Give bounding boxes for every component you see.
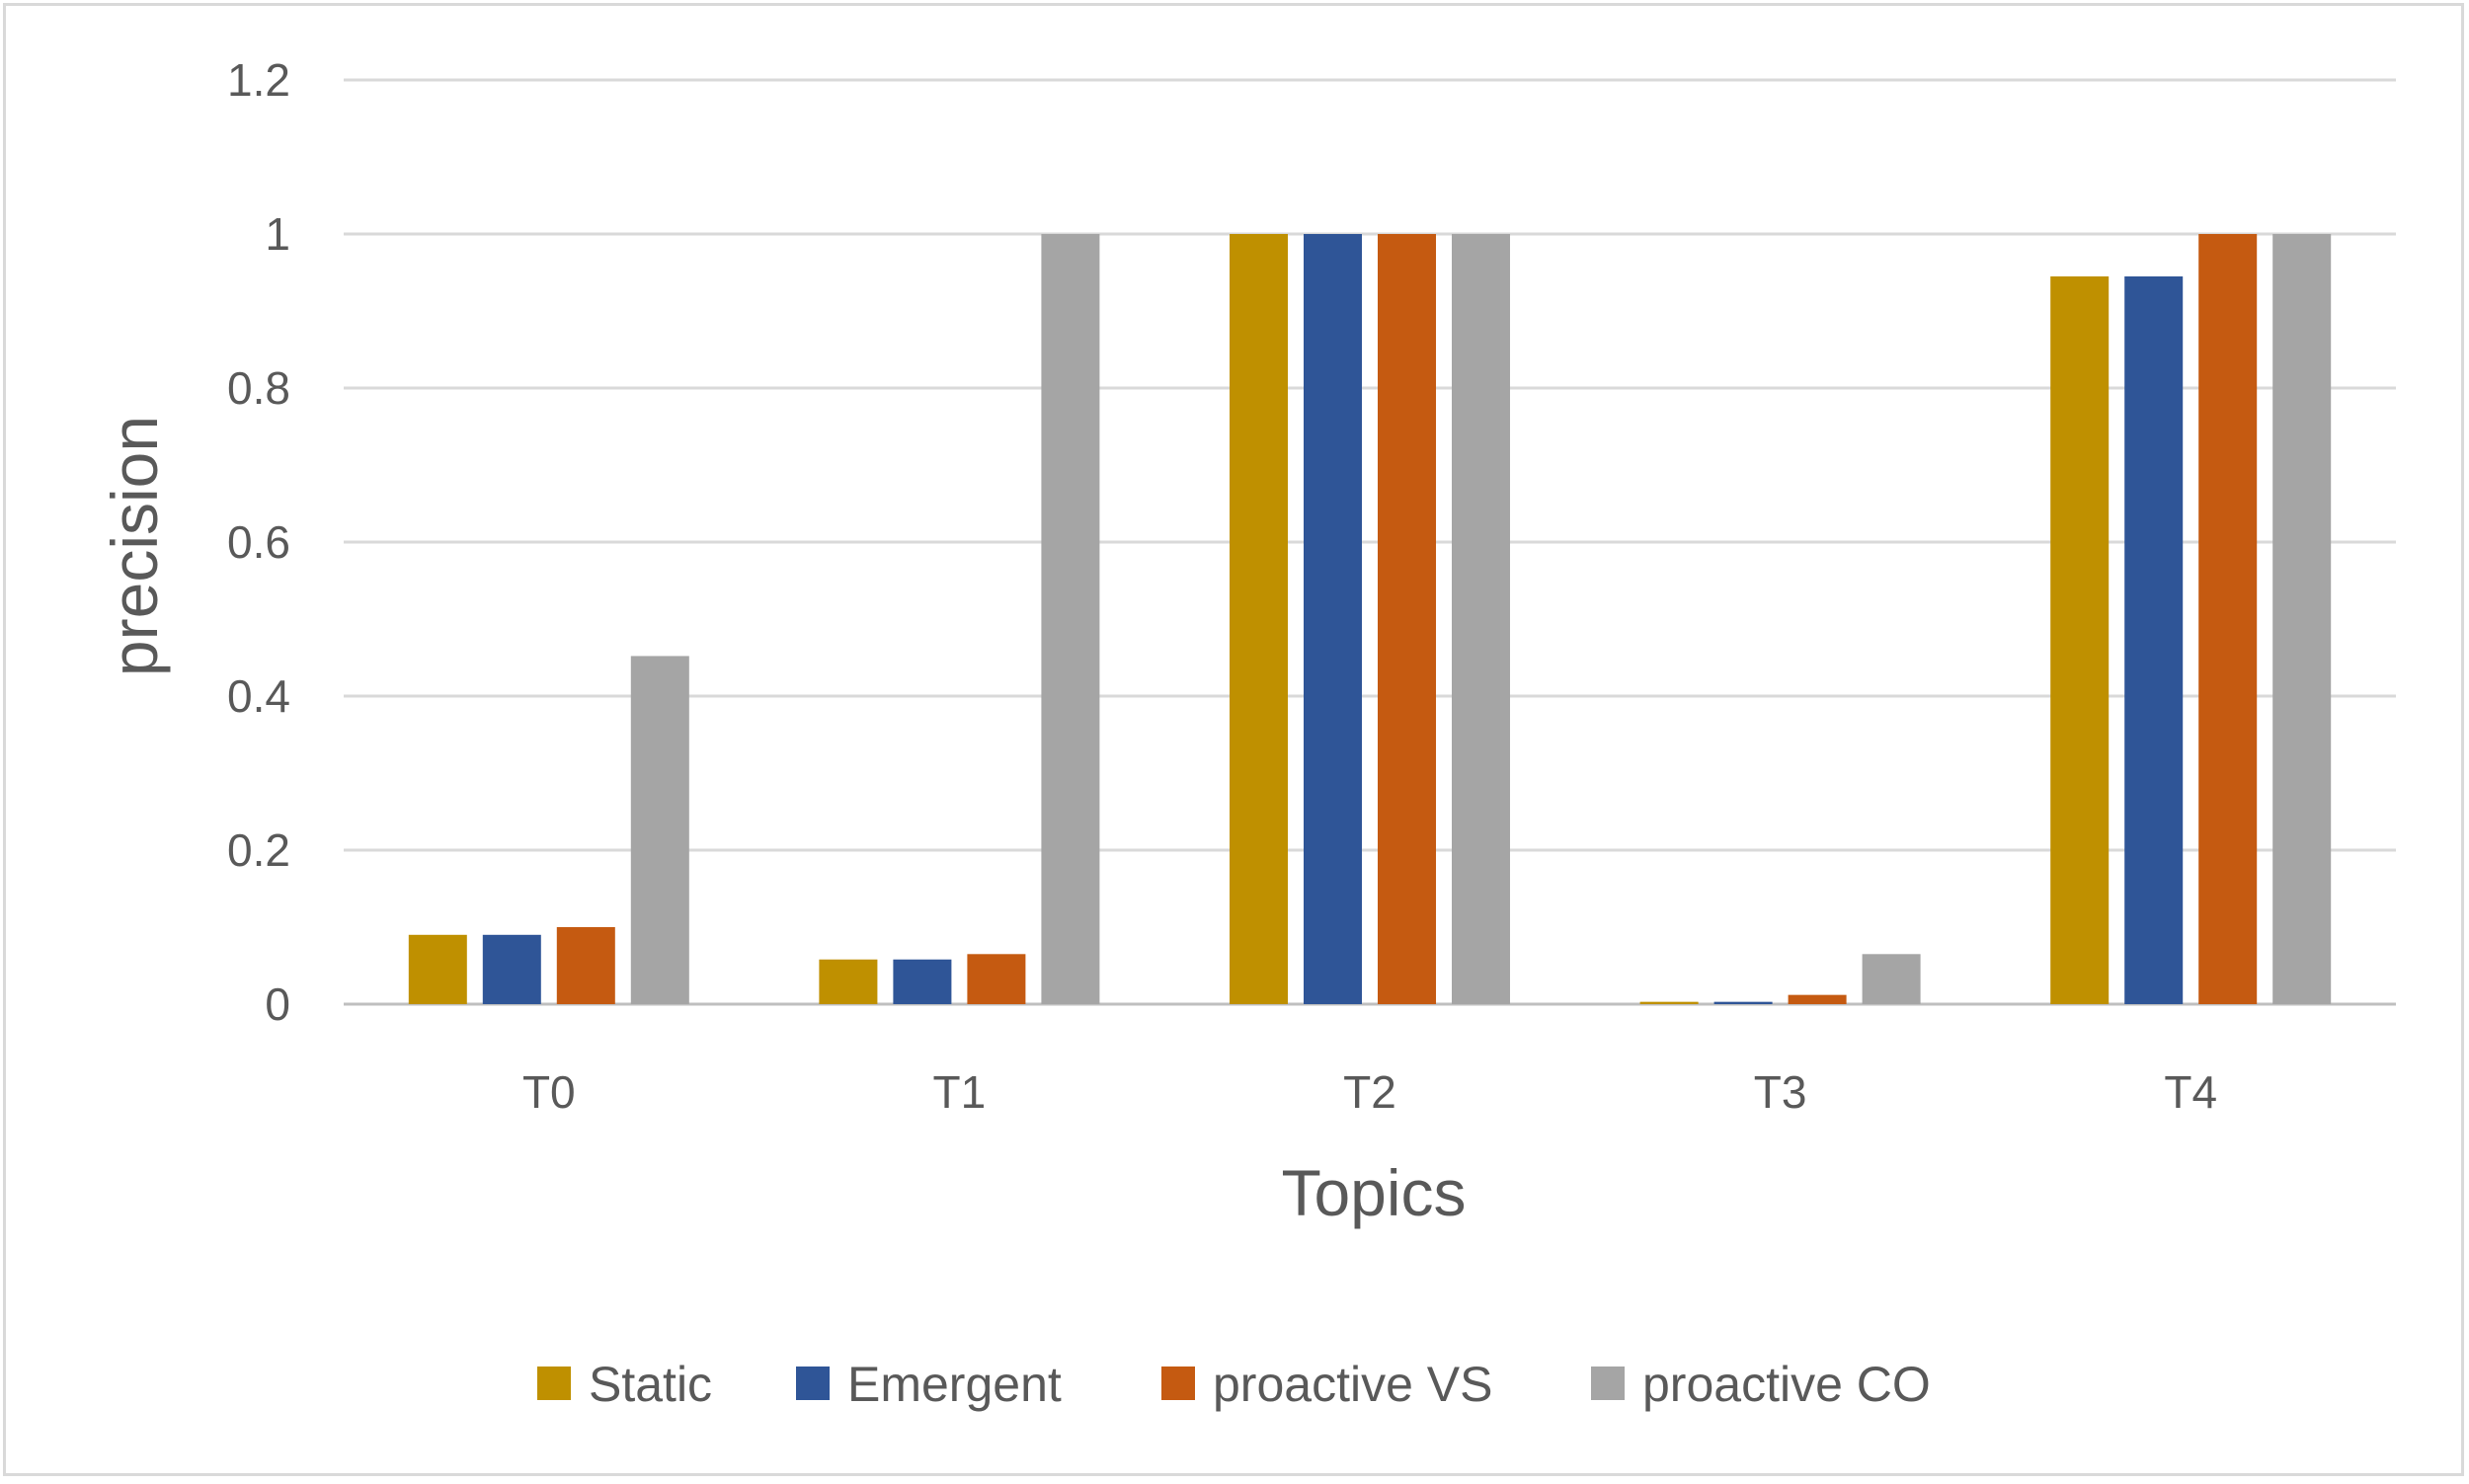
legend-label: Static [589,1357,712,1412]
bar-t0-static [408,934,467,1004]
bar-t1-static [819,959,878,1004]
legend: Static Emergent proactive VS proactive CO [537,1357,1931,1412]
y-tick-label: 0 [265,978,290,1030]
bar-t4-static [2050,275,2110,1004]
y-tick-label: 0.2 [227,824,290,876]
bar-t3-proactive-co [1862,954,1921,1004]
bar-t3-emergent [1713,1001,1773,1004]
bar-chart: 0 0.2 0.4 0.6 0.8 1 1.2 T0 T1 T2 T3 T4 precision T… [98,54,2396,1412]
x-axis-ticks: T0 T1 T2 T3 T4 [522,1066,2217,1118]
y-axis-title: precision [98,416,171,676]
bar-t4-proactive-vs [2198,234,2258,1004]
y-tick-label: 0.6 [227,516,290,568]
bar-t0-proactive-co [630,656,689,1004]
bar-t3-proactive-vs [1788,994,1847,1004]
legend-label: Emergent [847,1357,1062,1412]
legend-item-static: Static [537,1357,712,1412]
bar-t1-proactive-vs [967,954,1026,1004]
bar-t4-proactive-co [2272,234,2332,1004]
bar-t2-proactive-co [1452,234,1510,1004]
legend-swatch [537,1367,571,1400]
legend-swatch [1161,1367,1195,1400]
legend-item-proactive-vs: proactive VS [1161,1357,1492,1412]
bar-t0-emergent [482,934,541,1004]
legend-item-emergent: Emergent [796,1357,1062,1412]
bar-t0-proactive-vs [556,927,615,1004]
legend-swatch [1591,1367,1625,1400]
legend-swatch [796,1367,830,1400]
x-tick-label: T4 [2164,1066,2217,1118]
bar-t1-proactive-co [1041,234,1100,1004]
bar-t2-proactive-vs [1378,234,1436,1004]
y-tick-label: 1.2 [227,54,290,106]
bar-t4-emergent [2124,275,2184,1004]
x-tick-label: T0 [522,1066,576,1118]
x-tick-label: T3 [1754,1066,1807,1118]
legend-label: proactive VS [1213,1357,1492,1412]
x-tick-label: T2 [1343,1066,1396,1118]
bar-t2-emergent [1304,234,1362,1004]
bar-t1-emergent [893,959,952,1004]
y-tick-label: 0.8 [227,362,290,414]
bar-t2-static [1230,234,1288,1004]
legend-item-proactive-co: proactive CO [1591,1357,1931,1412]
x-axis-title: Topics [1281,1156,1466,1229]
x-tick-label: T1 [933,1066,987,1118]
bar-t3-static [1639,1001,1699,1004]
y-axis-ticks: 0 0.2 0.4 0.6 0.8 1 1.2 [227,54,290,1030]
y-tick-label: 1 [265,208,290,260]
y-tick-label: 0.4 [227,670,290,722]
bars [408,234,2332,1004]
chart-frame: 0 0.2 0.4 0.6 0.8 1 1.2 T0 T1 T2 T3 T4 precision T… [3,3,2464,1476]
legend-label: proactive CO [1642,1357,1931,1412]
